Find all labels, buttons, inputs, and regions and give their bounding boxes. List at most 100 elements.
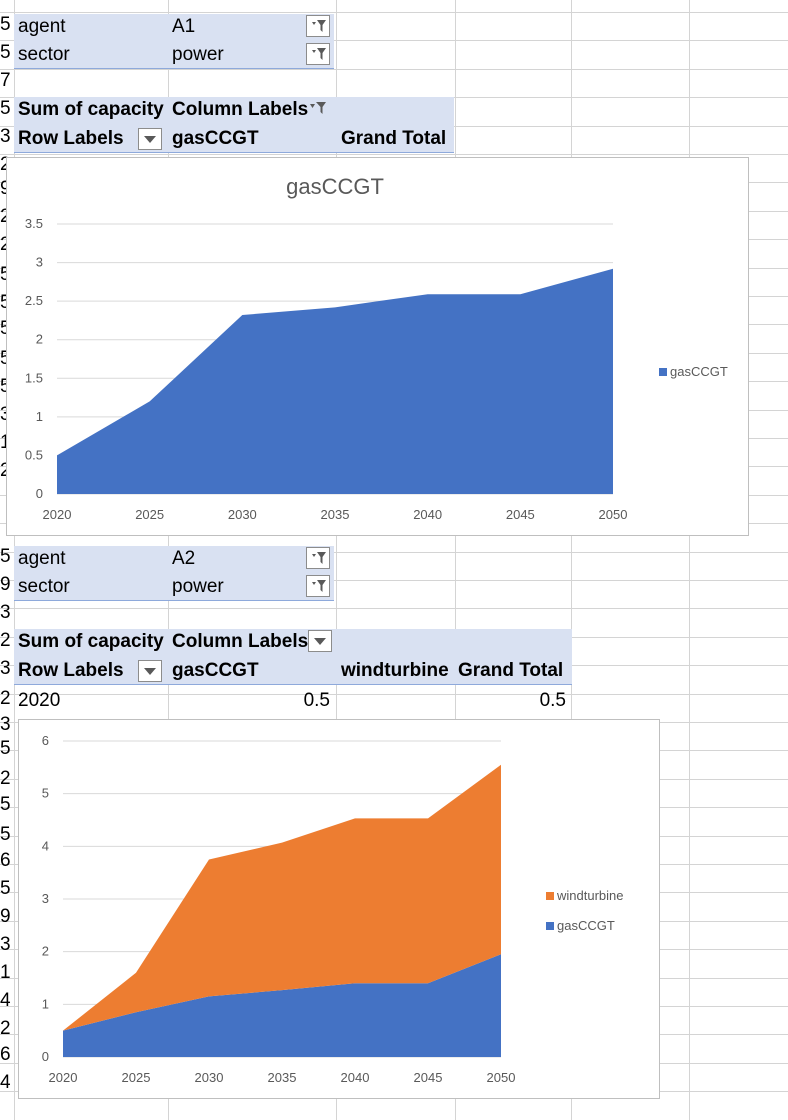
row-number: 4: [0, 990, 11, 1011]
pivot2-sector-filter-button[interactable]: [306, 575, 330, 597]
row-number: 5: [0, 292, 14, 314]
y-tick-label: 2.5: [25, 293, 43, 308]
pivot2-row-labels-dropdown[interactable]: [138, 660, 162, 682]
pivot2-agent-filter-button[interactable]: [306, 547, 330, 569]
legend-label-gasCCGT: gasCCGT: [670, 364, 728, 379]
pivot2-row-label: 2020: [18, 690, 61, 711]
pivot1-filter-agent-label: agent: [18, 16, 66, 37]
pivot2-col-grand-total: Grand Total: [458, 660, 564, 681]
legend-swatch-gasCCGT: [546, 922, 554, 930]
row-number: 3: [0, 602, 11, 623]
pivot2-filter-sector-value: power: [172, 576, 224, 597]
pivot2-filter-area: [14, 546, 334, 600]
pivot1-row-labels-header: Row Labels: [18, 128, 124, 149]
x-tick-label: 2035: [268, 1070, 297, 1085]
x-tick-label: 2020: [43, 507, 72, 522]
x-tick-label: 2030: [195, 1070, 224, 1085]
area-series-windturbine: [63, 764, 501, 1031]
row-number: 2: [0, 1018, 11, 1039]
pivot1-filter-sector-label: sector: [18, 44, 70, 65]
x-tick-label: 2025: [122, 1070, 151, 1085]
x-tick-label: 2050: [487, 1070, 516, 1085]
row-number: 3: [0, 658, 11, 679]
row-number: 9: [0, 574, 11, 595]
row-number: 5: [0, 376, 14, 398]
pivot1-header-area: [14, 97, 454, 153]
filter-funnel-icon: [312, 48, 326, 60]
y-tick-label: 1: [36, 409, 43, 424]
pivot2-header-underline: [14, 684, 572, 685]
pivot1-filter-sector-value: power: [172, 44, 224, 65]
row-number: 2: [0, 768, 11, 789]
pivot1-col-grand-total: Grand Total: [341, 128, 447, 149]
area-series-gasCCGT: [57, 268, 613, 494]
legend-swatch-windturbine: [546, 892, 554, 900]
pivot1-filter-agent-value: A1: [172, 16, 196, 37]
pivot1-row-labels-dropdown[interactable]: [138, 128, 162, 150]
filter-funnel-icon: [312, 580, 326, 592]
y-tick-label: 1.5: [25, 370, 43, 385]
x-tick-label: 2025: [135, 507, 164, 522]
row-number: 5: [0, 824, 11, 845]
row-number: 5: [0, 14, 11, 35]
legend-label-windturbine: windturbine: [556, 888, 624, 903]
y-tick-label: 3: [42, 891, 49, 906]
filter-funnel-icon: [310, 102, 326, 114]
pivot1-filter-underline: [14, 68, 334, 69]
y-tick-label: 3.5: [25, 216, 43, 231]
pivot2-column-labels-dropdown[interactable]: [308, 630, 332, 652]
row-number: 5: [0, 98, 11, 119]
y-tick-label: 1: [42, 996, 49, 1011]
y-tick-label: 5: [42, 786, 49, 801]
y-tick-label: 2: [42, 944, 49, 959]
pivot2-values-header: Sum of capacity: [18, 631, 164, 652]
chart-title: gasCCGT: [286, 174, 384, 199]
x-tick-label: 2045: [414, 1070, 443, 1085]
pivot1-agent-filter-button[interactable]: [306, 15, 330, 37]
pivot2-filter-sector-label: sector: [18, 576, 70, 597]
row-number: 5: [0, 318, 14, 340]
row-number: 5: [0, 348, 14, 370]
row-number: 2: [0, 154, 14, 176]
row-number: 9: [0, 178, 14, 200]
pivot1-header-underline: [14, 152, 454, 153]
pivot2-col-windturbine: windturbine: [341, 660, 449, 681]
pivot2-header-area: [14, 629, 572, 685]
stacked-area-chart[interactable]: 0 1 2 3 4 5 6 2020 2025 2030 2035 2040 2045 2050 windt…: [18, 719, 660, 1099]
row-number: 6: [0, 850, 11, 871]
y-tick-label: 0.5: [25, 447, 43, 462]
pivot2-row-labels-header: Row Labels: [18, 660, 124, 681]
legend-swatch-gasCCGT: [659, 368, 667, 376]
y-tick-label: 0: [42, 1049, 49, 1064]
row-number: 3: [0, 714, 11, 735]
row-number: 2: [0, 206, 14, 228]
pivot1-column-labels-header: Column Labels: [172, 99, 309, 120]
pivot1-column-filter-button[interactable]: [307, 98, 329, 120]
chart1-svg: gasCCGT 0 0.5 1 1.5 2 2.5 3 3.5 2020 2025 2030 2035 2…: [25, 174, 728, 522]
y-tick-label: 4: [42, 838, 49, 853]
row-number: 5: [0, 546, 11, 567]
filter-funnel-icon: [312, 552, 326, 564]
y-tick-label: 0: [36, 486, 43, 501]
filter-funnel-icon: [312, 20, 326, 32]
pivot1-sector-filter-button[interactable]: [306, 43, 330, 65]
row-number: 2: [0, 234, 14, 256]
dropdown-arrow-icon: [144, 136, 156, 143]
pivot2-column-labels-header: Column Labels: [172, 631, 309, 652]
pivot2-filter-agent-label: agent: [18, 548, 66, 569]
row-number: 3: [0, 126, 11, 147]
y-tick-label: 6: [42, 733, 49, 748]
row-number: 2: [0, 460, 14, 482]
x-tick-label: 2030: [228, 507, 257, 522]
row-number: 5: [0, 42, 11, 63]
dropdown-arrow-icon: [144, 668, 156, 675]
chart2-svg: 0 1 2 3 4 5 6 2020 2025 2030 2035 2040 2045 2050 windt…: [42, 733, 624, 1085]
y-tick-label: 3: [36, 255, 43, 270]
legend-label-gasCCGT: gasCCGT: [557, 918, 615, 933]
pivot2-row-gasCCGT-value: 0.5: [303, 690, 330, 711]
pivot2-filter-agent-value: A2: [172, 548, 196, 569]
gasCCGT-area-chart[interactable]: gasCCGT 0 0.5 1 1.5 2 2.5 3 3.5 2020 2025 2030 2035 2…: [6, 157, 749, 536]
row-number: 3: [0, 934, 11, 955]
dropdown-arrow-icon: [314, 638, 326, 645]
x-tick-label: 2035: [321, 507, 350, 522]
